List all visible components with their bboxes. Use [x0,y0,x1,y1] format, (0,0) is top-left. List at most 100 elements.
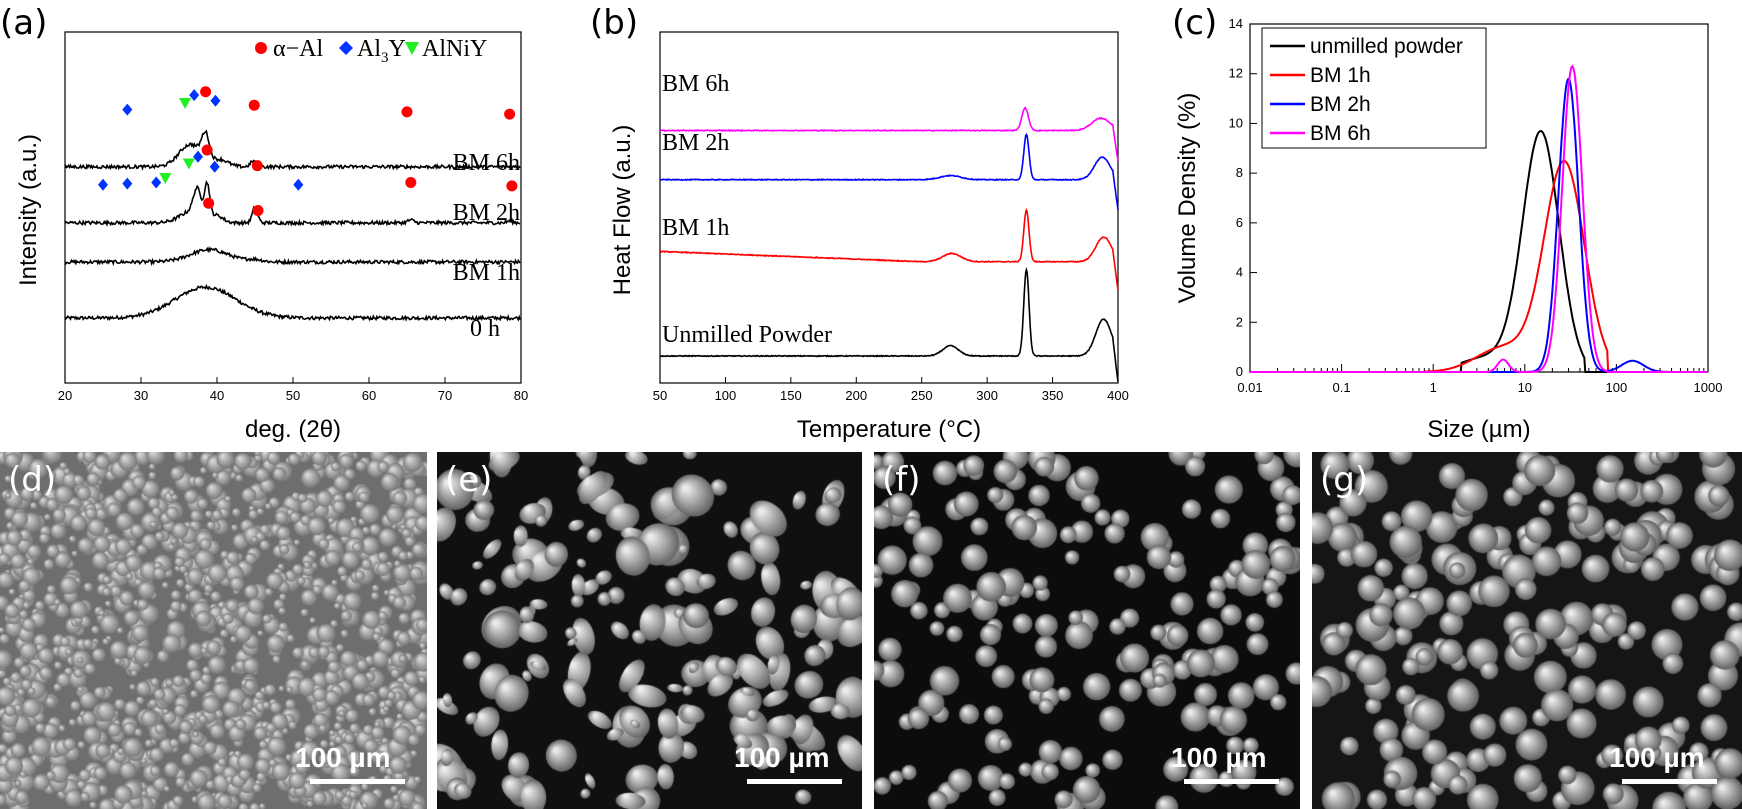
x-tick-label-b: 200 [845,388,867,403]
sem-texture-f [874,452,1300,809]
y-tick-label-c: 10 [1229,115,1243,130]
al3y-marker [98,178,108,191]
sem-label-g: (g) [1320,460,1369,500]
legend-alpha-al-marker [255,42,267,54]
al3y-marker [151,176,162,189]
scale-bar-label-g: 100 µm [1609,742,1705,773]
y-tick-label-c: 0 [1236,364,1243,379]
alpha-al-marker [405,176,417,188]
dsc-curve [660,207,1119,291]
x-tick-label-a: 20 [58,388,72,403]
x-tick-label-b: 50 [653,388,667,403]
psd-curve [1250,64,1708,373]
legend-alpha-al: α−Al [273,36,323,62]
scale-bar-e [747,779,842,784]
legend-alniy-marker [405,42,419,55]
panel-b: (b) 50 100 150 200 250 300 350 400 Temperature … [590,3,1129,443]
x-tick-label-c: 0.1 [1333,380,1351,395]
x-tick-label-a: 60 [362,388,376,403]
al3y-marker [122,103,133,116]
y-tick-label-c: 14 [1229,16,1243,31]
xrd-curve [64,283,521,322]
series-label-unmilled-b: Unmilled Powder [662,322,832,348]
x-tick-label-c: 1000 [1694,380,1723,395]
alpha-al-marker [203,197,215,209]
psd-curves [1250,64,1708,373]
series-label-bm1h-b: BM 1h [662,215,729,241]
dsc-curves [659,106,1119,382]
alpha-al-marker [251,160,263,172]
y-tick-label-c: 6 [1236,215,1243,230]
sem-image-f: (f) 100 µm [874,452,1300,809]
legend-a: α−Al Al3Y AlNiY [255,36,487,66]
dsc-curve [659,106,1119,162]
sem-label-f: (f) [882,460,921,500]
series-label-0h: 0 h [470,316,500,342]
panel-a: (a) 20 30 40 50 60 70 80 deg. (2θ) Intensity (… [0,3,528,443]
y-axis-label-b: Heat Flow (a.u.) [609,125,636,296]
psd-curve [1250,129,1708,373]
scale-bar-label-d: 100 µm [295,742,391,773]
al3y-marker [210,94,221,107]
alpha-al-marker [401,106,413,118]
series-label-bm6h: BM 6h [453,150,520,176]
al3y-marker [293,178,304,191]
y-axis-label-a: Intensity (a.u.) [15,134,42,286]
series-label-bm1h: BM 1h [453,260,520,286]
figure-charts: (a) 20 30 40 50 60 70 80 deg. (2θ) Intensity (… [0,3,1722,443]
panel-c: (c) 0.01 0.1 1 10 100 1000 0 2 4 6 8 10 12 14 Size (µ… [1172,3,1722,443]
psd-curve [1250,159,1708,373]
x-tick-label-b: 400 [1107,388,1129,403]
x-axis-label-c: Size (µm) [1427,416,1530,443]
legend-bm1h: BM 1h [1310,64,1371,87]
sem-image-e: (e) 100 µm [437,452,862,809]
al3y-marker [193,150,203,163]
al3y-marker [122,177,133,190]
x-tick-label-b: 250 [911,388,933,403]
xrd-curve [64,180,521,227]
alpha-al-marker [200,86,212,98]
x-tick-label-a: 30 [134,388,148,403]
series-label-bm6h-b: BM 6h [662,71,729,97]
x-tick-label-a: 40 [210,388,224,403]
panel-label-a: (a) [0,3,47,43]
alniy-marker [159,173,172,184]
x-tick-label-c: 1 [1430,380,1437,395]
sem-image-g: (g) 100 µm [1312,452,1742,809]
scale-bar-f [1184,779,1279,784]
y-tick-label-c: 8 [1236,165,1243,180]
al3y-marker [209,160,220,173]
legend-al3y: Al3Y [357,36,406,66]
dsc-curve [659,266,1119,382]
scale-bar-g [1622,779,1717,784]
x-tick-label-b: 150 [780,388,802,403]
legend-bm2h: BM 2h [1310,93,1371,116]
sem-texture-e [437,452,862,809]
scale-bar-label-f: 100 µm [1171,742,1267,773]
x-ticks-b: 50 100 150 200 250 300 350 400 [653,377,1129,403]
series-label-bm2h: BM 2h [453,200,520,226]
x-tick-label-b: 100 [715,388,737,403]
y-tick-label-c: 2 [1236,314,1243,329]
x-axis-label-a: deg. (2θ) [245,416,341,443]
al3y-marker [189,89,200,102]
xrd-curve [64,245,521,267]
x-tick-label-a: 80 [514,388,528,403]
xrd-curve [64,129,521,171]
alpha-al-marker [504,108,516,120]
sem-texture-d [0,452,427,809]
y-axis-label-c: Volume Density (%) [1174,93,1201,304]
alpha-al-marker [248,99,260,111]
legend-bm6h: BM 6h [1310,122,1371,145]
axis-ticks-c: 0.01 0.1 1 10 100 1000 0 2 4 6 8 10 12 14 [1229,16,1723,395]
sem-texture-g [1312,452,1742,809]
series-label-bm2h-b: BM 2h [662,130,729,156]
sem-image-d: (d) 100 µm [0,452,427,809]
x-tick-label-a: 70 [438,388,452,403]
sem-label-e: (e) [445,460,493,500]
x-ticks-a: 20 30 40 50 60 70 80 [58,377,528,403]
y-tick-label-c: 12 [1229,66,1243,81]
panel-label-c: (c) [1172,3,1217,43]
xrd-curves [64,129,521,322]
sem-label-d: (d) [8,460,57,500]
